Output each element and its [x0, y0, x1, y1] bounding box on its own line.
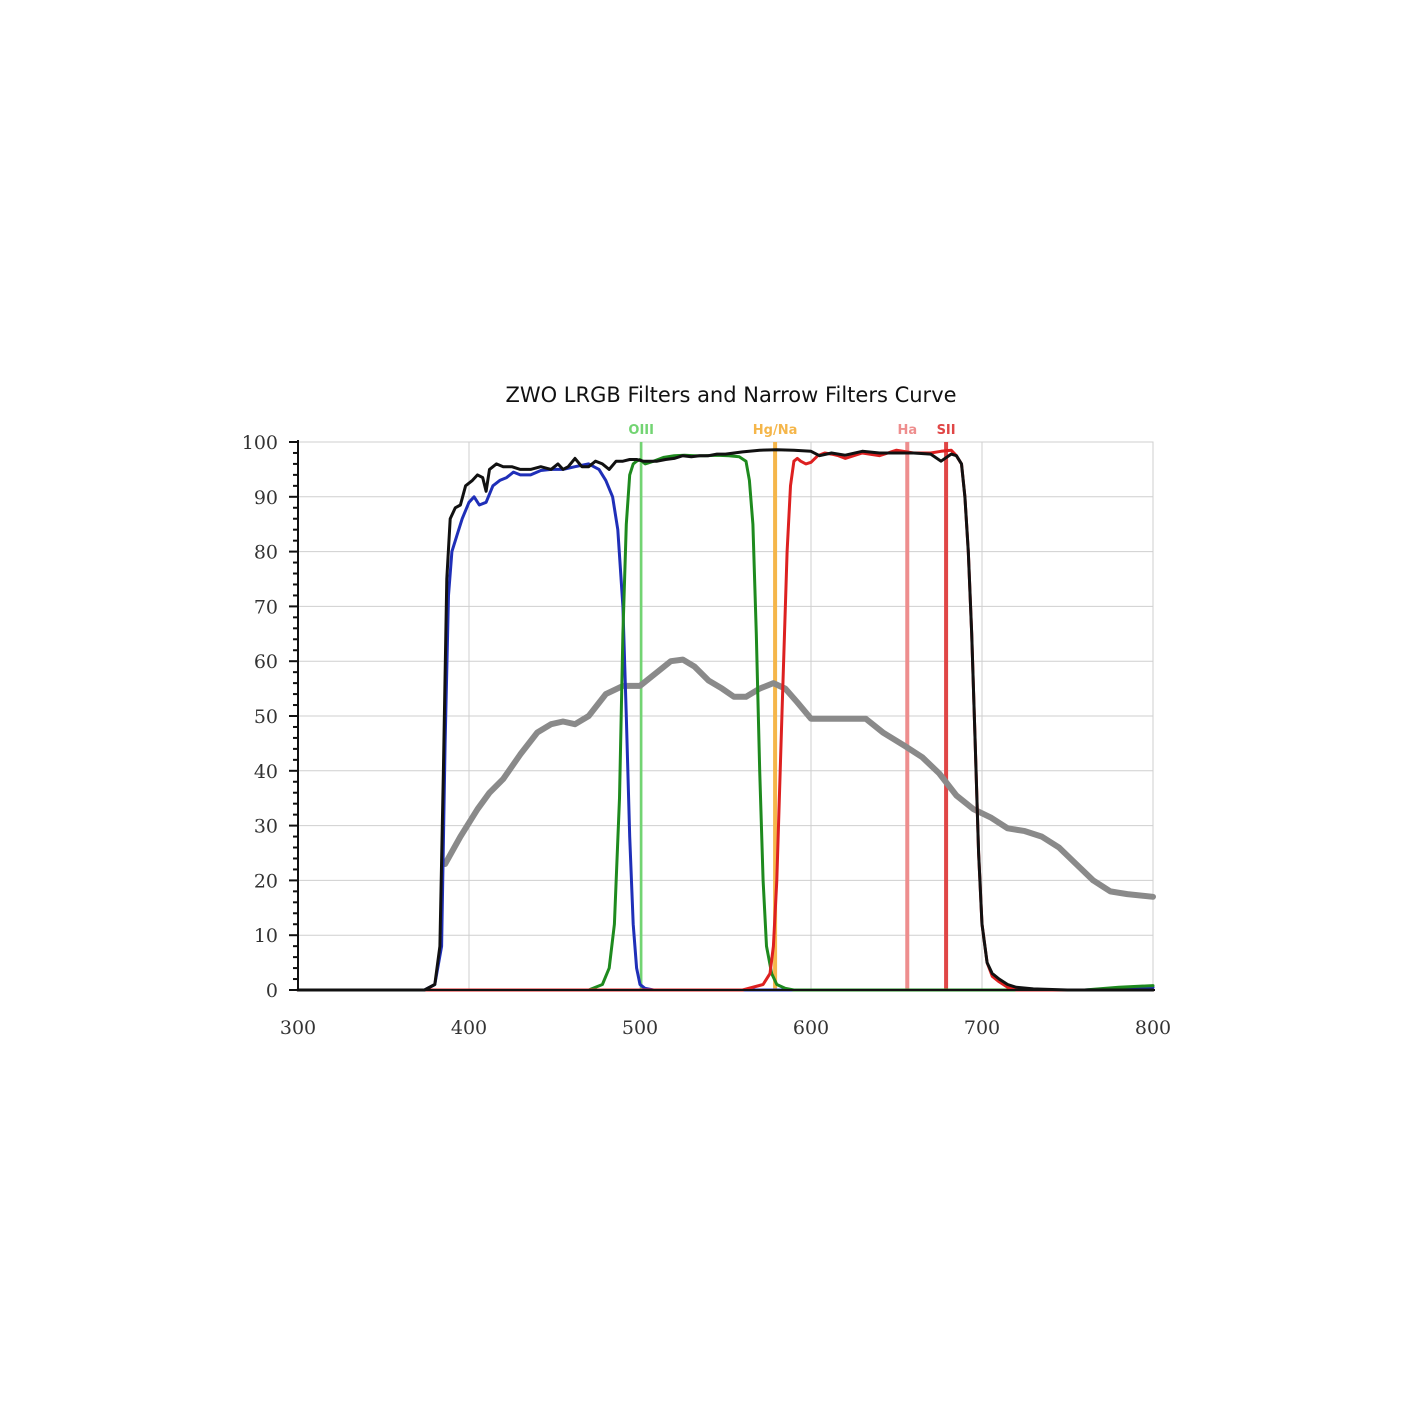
band-label: OIII [628, 423, 654, 438]
axes [289, 440, 1155, 991]
x-tick-label: 700 [964, 1017, 1000, 1039]
y-tick-label: 50 [254, 706, 278, 728]
x-tick-label: 500 [622, 1017, 658, 1039]
y-tick-label: 80 [254, 542, 278, 564]
x-tick-label: 300 [280, 1017, 316, 1039]
y-tick-label: 10 [254, 925, 278, 947]
narrowband-lines: OIII Hg/Na Ha SII [628, 423, 956, 990]
y-tick-label: 30 [254, 816, 278, 838]
x-tick-label: 400 [451, 1017, 487, 1039]
series-line-4 [296, 448, 1155, 992]
band-label: Hg/Na [753, 423, 798, 438]
series-line-1 [442, 656, 1156, 900]
band-label: Ha [897, 423, 917, 438]
y-tick-label: 20 [254, 870, 278, 892]
chart-title: ZWO LRGB Filters and Narrow Filters Curv… [505, 383, 956, 407]
x-tick-label: 800 [1135, 1017, 1171, 1039]
y-tick-label: 0 [266, 980, 278, 1002]
y-tick-label: 90 [254, 487, 278, 509]
y-tick-label: 100 [242, 432, 278, 454]
x-tick-label: 600 [793, 1017, 829, 1039]
series-lines [296, 448, 1156, 992]
y-tick-label: 40 [254, 761, 278, 783]
y-tick-label: 60 [254, 651, 278, 673]
tick-labels: 0 10 20 30 40 50 60 70 80 90 100 300 400 500 600 700 800 [242, 432, 1171, 1039]
series-line-5 [296, 448, 1155, 992]
band-label: SII [937, 423, 956, 438]
y-tick-label: 70 [254, 596, 278, 618]
